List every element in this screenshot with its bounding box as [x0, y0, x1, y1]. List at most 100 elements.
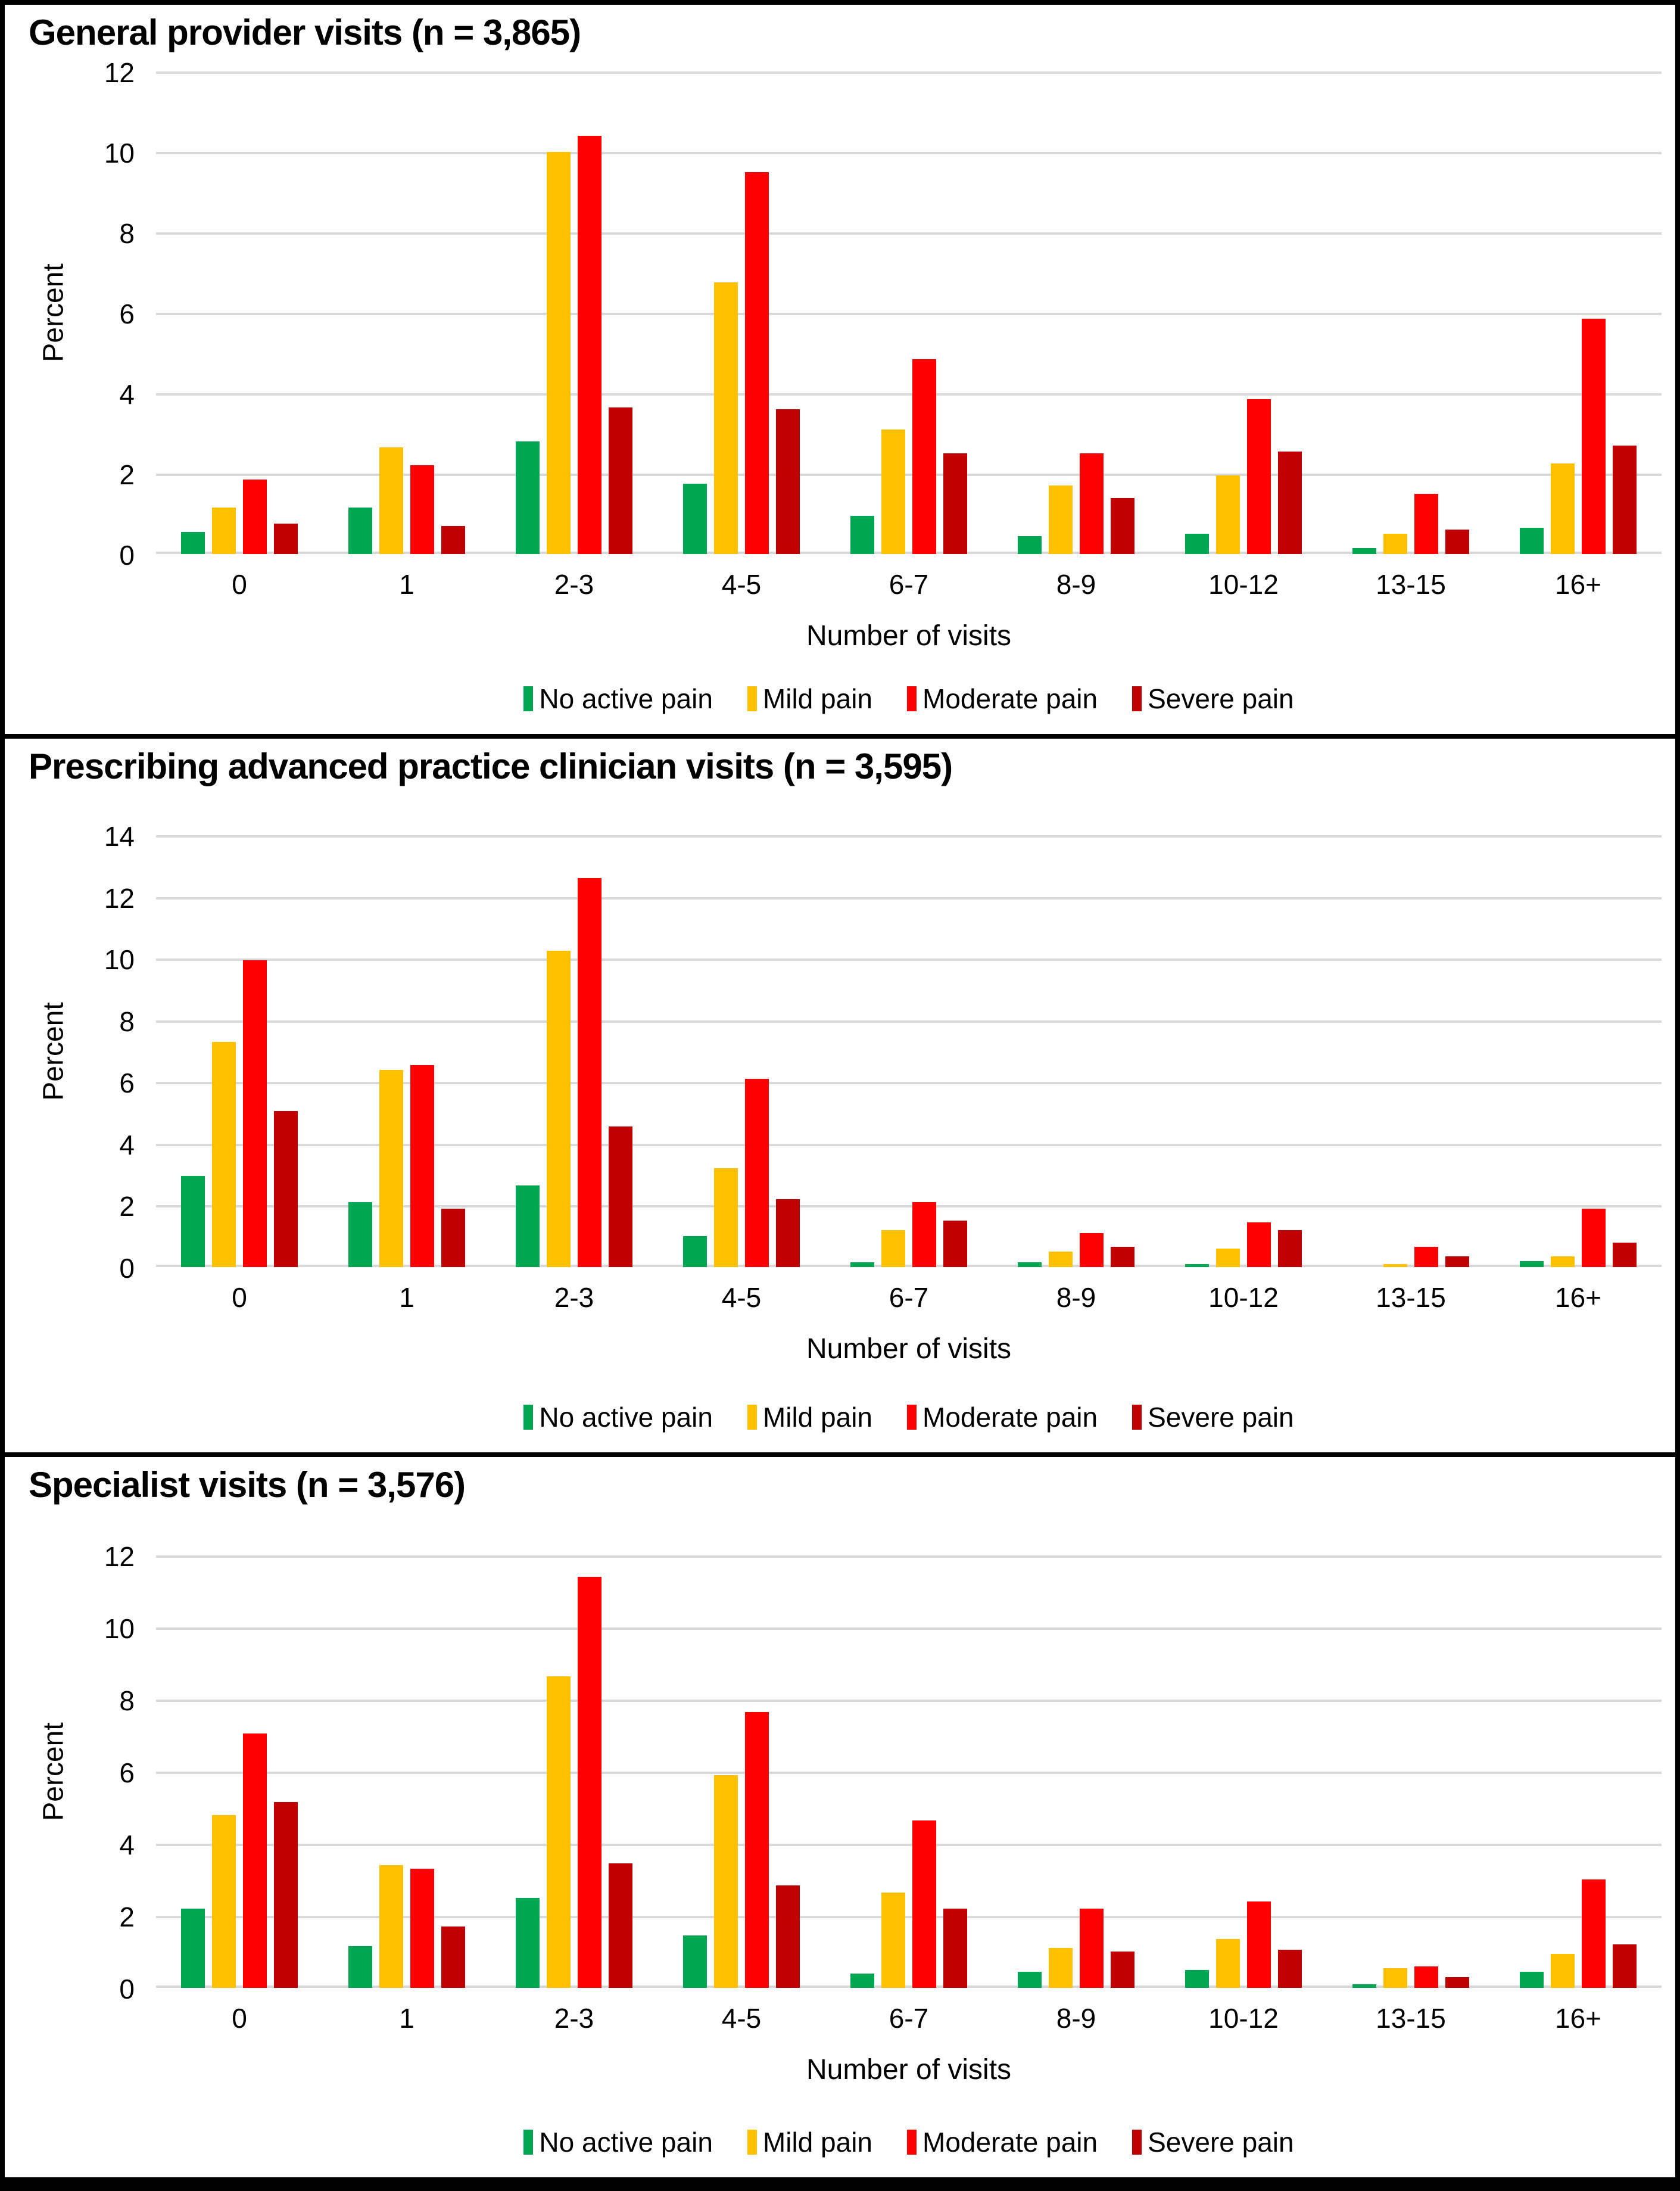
- bar-severe-pain-cat-13-15: [1445, 1256, 1469, 1267]
- bar-no-active-pain-cat-2-3: [516, 1185, 540, 1267]
- gridline: [156, 232, 1662, 235]
- gridline: [156, 1082, 1662, 1085]
- x-tick-label: 10-12: [1208, 569, 1279, 600]
- bar-no-active-pain-cat-10-12: [1185, 534, 1209, 554]
- gridline: [156, 1985, 1662, 1988]
- bar-severe-pain-cat-16+: [1613, 1243, 1637, 1267]
- y-tick-label: 4: [119, 1829, 135, 1860]
- bar-mild-pain-cat-2-3: [547, 152, 571, 554]
- gridline: [156, 1916, 1662, 1918]
- bar-mild-pain-cat-16+: [1551, 1256, 1575, 1267]
- chart-title: Specialist visits (n = 3,576): [29, 1465, 466, 1505]
- gridline: [156, 152, 1662, 154]
- bar-no-active-pain-cat-10-12: [1185, 1970, 1209, 1988]
- bar-moderate-pain-cat-16+: [1582, 1879, 1606, 1988]
- bar-mild-pain-cat-6-7: [881, 430, 905, 554]
- gridline: [156, 1020, 1662, 1023]
- legend-label: Severe pain: [1148, 683, 1294, 714]
- y-tick-label: 0: [119, 540, 135, 571]
- y-tick-label: 6: [119, 1757, 135, 1788]
- legend-label: Mild pain: [762, 1402, 872, 1433]
- chart-panel-2: Prescribing advanced practice clinician …: [5, 739, 1675, 1452]
- x-tick-label: 10-12: [1208, 1282, 1279, 1313]
- bar-mild-pain-cat-10-12: [1216, 1939, 1240, 1988]
- bar-no-active-pain-cat-6-7: [850, 516, 874, 554]
- x-tick-label: 4-5: [721, 2003, 762, 2034]
- bar-severe-pain-cat-10-12: [1278, 452, 1302, 554]
- plot-area: [156, 835, 1662, 1267]
- bar-severe-pain-cat-2-3: [609, 1863, 632, 1988]
- bar-moderate-pain-cat-4-5: [745, 1079, 769, 1267]
- bar-severe-pain-cat-0: [274, 1802, 298, 1988]
- bar-severe-pain-cat-0: [274, 524, 298, 554]
- bar-mild-pain-cat-13-15: [1383, 1968, 1407, 1988]
- y-tick-label: 10: [104, 138, 135, 169]
- legend-label: Moderate pain: [922, 1402, 1098, 1433]
- bar-no-active-pain-cat-16+: [1520, 528, 1544, 554]
- x-tick-label: 6-7: [889, 1282, 929, 1313]
- bar-moderate-pain-cat-0: [243, 960, 267, 1267]
- legend-swatch-icon: [907, 686, 917, 711]
- bar-moderate-pain-cat-8-9: [1080, 453, 1104, 554]
- legend-swatch-icon: [1132, 2130, 1142, 2155]
- bar-mild-pain-cat-1: [379, 1865, 403, 1988]
- legend-label: Severe pain: [1148, 1402, 1294, 1433]
- bar-mild-pain-cat-8-9: [1049, 485, 1073, 554]
- bar-mild-pain-cat-1: [379, 1070, 403, 1267]
- gridline: [156, 1555, 1662, 1558]
- bar-severe-pain-cat-1: [441, 526, 465, 554]
- bar-no-active-pain-cat-6-7: [850, 1974, 874, 1988]
- bar-severe-pain-cat-16+: [1613, 446, 1637, 554]
- bar-mild-pain-cat-0: [212, 508, 236, 554]
- chart-title: Prescribing advanced practice clinician …: [29, 746, 953, 786]
- legend-item-moderate-pain: Moderate pain: [907, 2126, 1098, 2158]
- legend-swatch-icon: [747, 686, 757, 711]
- y-tick-label: 4: [119, 379, 135, 410]
- chart-title: General provider visits (n = 3,865): [29, 13, 581, 52]
- x-axis-label: Number of visits: [806, 2054, 1012, 2086]
- x-tick-label: 6-7: [889, 2003, 929, 2034]
- bar-mild-pain-cat-6-7: [881, 1893, 905, 1988]
- legend-label: No active pain: [539, 1402, 713, 1433]
- bar-no-active-pain-cat-4-5: [683, 1236, 707, 1267]
- legend-label: Moderate pain: [922, 2127, 1098, 2158]
- legend-label: Moderate pain: [922, 683, 1098, 714]
- x-tick-label: 16+: [1554, 2003, 1602, 2034]
- bar-no-active-pain-cat-6-7: [850, 1262, 874, 1267]
- bar-no-active-pain-cat-10-12: [1185, 1264, 1209, 1267]
- bar-moderate-pain-cat-8-9: [1080, 1909, 1104, 1988]
- bar-mild-pain-cat-2-3: [547, 1676, 571, 1988]
- y-tick-label: 6: [119, 1068, 135, 1099]
- y-tick-label: 0: [119, 1253, 135, 1284]
- bar-no-active-pain-cat-8-9: [1018, 1972, 1042, 1988]
- legend: No active pain Mild pain Moderate pain Seve…: [156, 1401, 1662, 1433]
- bar-moderate-pain-cat-13-15: [1414, 1966, 1438, 1988]
- bar-moderate-pain-cat-4-5: [745, 1712, 769, 1988]
- chart-panel-1: General provider visits (n = 3,865) Perce…: [5, 5, 1675, 734]
- gridline: [156, 1143, 1662, 1146]
- bar-moderate-pain-cat-8-9: [1080, 1233, 1104, 1267]
- bar-moderate-pain-cat-0: [243, 1733, 267, 1988]
- bar-moderate-pain-cat-6-7: [912, 359, 936, 554]
- gridline: [156, 1205, 1662, 1208]
- legend-label: Mild pain: [762, 2127, 872, 2158]
- x-tick-label: 0: [232, 1282, 247, 1313]
- gridline: [156, 474, 1662, 476]
- x-tick-label: 13-15: [1376, 1282, 1446, 1313]
- bar-no-active-pain-cat-1: [348, 508, 372, 554]
- bar-severe-pain-cat-4-5: [776, 1199, 800, 1267]
- gridline: [156, 71, 1662, 74]
- bar-severe-pain-cat-6-7: [943, 1909, 967, 1988]
- x-tick-label: 0: [232, 569, 247, 600]
- gridline: [156, 1265, 1662, 1267]
- x-axis-label: Number of visits: [806, 620, 1012, 652]
- bar-severe-pain-cat-1: [441, 1209, 465, 1267]
- bar-severe-pain-cat-1: [441, 1927, 465, 1988]
- legend-swatch-icon: [747, 2130, 757, 2155]
- gridline: [156, 1700, 1662, 1702]
- x-tick-label: 10-12: [1208, 2003, 1279, 2034]
- x-tick-label: 13-15: [1376, 569, 1446, 600]
- chart-panel-3: Specialist visits (n = 3,576) Percent 12 10…: [5, 1457, 1675, 2177]
- bar-severe-pain-cat-2-3: [609, 407, 632, 554]
- y-tick-label: 8: [119, 218, 135, 249]
